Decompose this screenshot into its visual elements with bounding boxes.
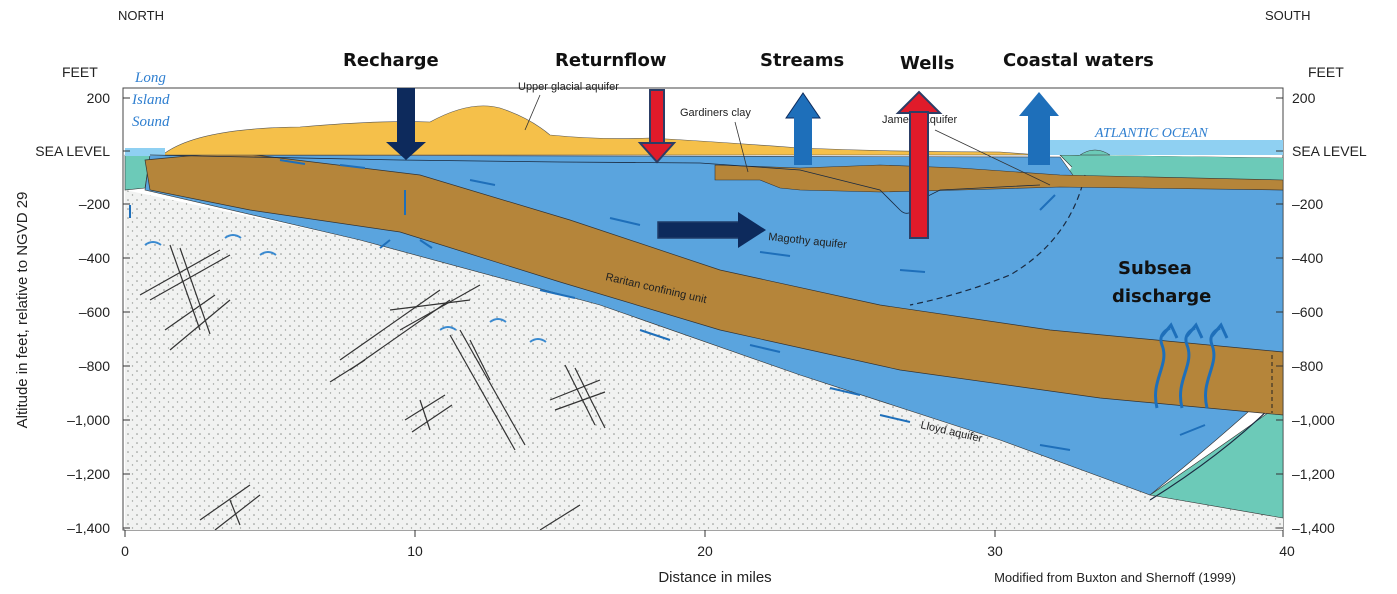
recharge-arrow-icon (386, 88, 426, 160)
sound-label-line1: Long (134, 70, 166, 86)
subsea-label-line1: Subsea (1118, 258, 1192, 279)
y-tick-right-minus1400: –1,400 (1292, 520, 1335, 536)
bedrock-fractures (139, 244, 606, 531)
compass-north: NORTH (118, 8, 164, 23)
subsea-label-line2: discharge (1112, 286, 1211, 307)
ocean-label: ATLANTIC OCEAN (1094, 126, 1208, 141)
y-axis-left-ticks (123, 97, 130, 529)
upper-glacial-leader (524, 94, 541, 131)
compass-south: SOUTH (1265, 8, 1311, 23)
bedrock (125, 190, 1283, 530)
y-tick-left-minus1000: –1,000 (67, 412, 110, 428)
y-unit-left: FEET (62, 64, 98, 80)
y-tick-left-200: 200 (87, 90, 111, 106)
coastal-waters-label: Coastal waters (1003, 50, 1154, 71)
x-tick-0: 0 (121, 543, 129, 559)
y-tick-right-minus600: –600 (1292, 304, 1323, 320)
flow-arrows-small (129, 159, 1206, 451)
x-tick-20: 20 (697, 543, 713, 559)
y-tick-left-minus400: –400 (79, 250, 110, 266)
streams-arrow-icon (785, 92, 821, 165)
y-tick-left-sea-level: SEA LEVEL (35, 143, 110, 159)
y-axis-label: Altitude in feet, relative to NGVD 29 (14, 192, 31, 429)
magothy-flow-arrow-icon (657, 212, 766, 248)
gardiners-clay-label: Gardiners clay (680, 107, 751, 119)
y-tick-right-minus200: –200 (1292, 196, 1323, 212)
streams-label: Streams (760, 50, 844, 71)
wells-label: Wells (900, 53, 954, 74)
y-tick-right-minus800: –800 (1292, 358, 1323, 374)
y-tick-left-minus200: –200 (79, 196, 110, 212)
ocean-bump (1079, 149, 1111, 156)
sound-label-line3: Sound (132, 114, 170, 130)
raritan-confining-unit (144, 151, 1284, 416)
bedrock-flow-squiggles (144, 234, 547, 343)
coastal-waters-arrow-icon (1019, 92, 1059, 165)
atlantic-ocean-water (1040, 140, 1283, 155)
y-unit-right: FEET (1308, 64, 1344, 80)
gardiners-leader (734, 121, 749, 173)
upper-glacial-aquifer (149, 105, 1041, 156)
y-tick-left-minus600: –600 (79, 304, 110, 320)
gardiners-clay (714, 164, 1284, 193)
returnflow-arrow-icon (637, 89, 677, 164)
sound-label-line2: Island (131, 92, 170, 108)
returnflow-label: Returnflow (555, 50, 667, 71)
sound-water (125, 148, 165, 156)
jameco-leader (934, 129, 1051, 186)
x-tick-10: 10 (407, 543, 423, 559)
y-tick-left-minus800: –800 (79, 358, 110, 374)
y-tick-left-minus1200: –1,200 (67, 466, 110, 482)
x-axis-ticks (124, 530, 1284, 537)
subsea-discharge-arrows-icon (1154, 322, 1229, 409)
upper-glacial-label: Upper glacial aquifer (518, 81, 619, 93)
y-tick-right-minus400: –400 (1292, 250, 1323, 266)
y-tick-right-minus1000: –1,000 (1292, 412, 1335, 428)
x-tick-30: 30 (987, 543, 1003, 559)
x-tick-40: 40 (1279, 543, 1295, 559)
y-tick-right-200: 200 (1292, 90, 1316, 106)
recharge-label: Recharge (343, 50, 439, 71)
wells-arrow-icon (895, 90, 943, 239)
y-tick-right-sea-level: SEA LEVEL (1292, 143, 1367, 159)
x-axis-label: Distance in miles (658, 569, 771, 586)
y-tick-left-minus1400: –1,400 (67, 520, 110, 536)
y-axis-right-ticks (1276, 97, 1283, 529)
y-tick-right-minus1200: –1,200 (1292, 466, 1335, 482)
interface-dashed (909, 174, 1086, 306)
credit-line: Modified from Buxton and Shernoff (1999) (994, 570, 1236, 585)
